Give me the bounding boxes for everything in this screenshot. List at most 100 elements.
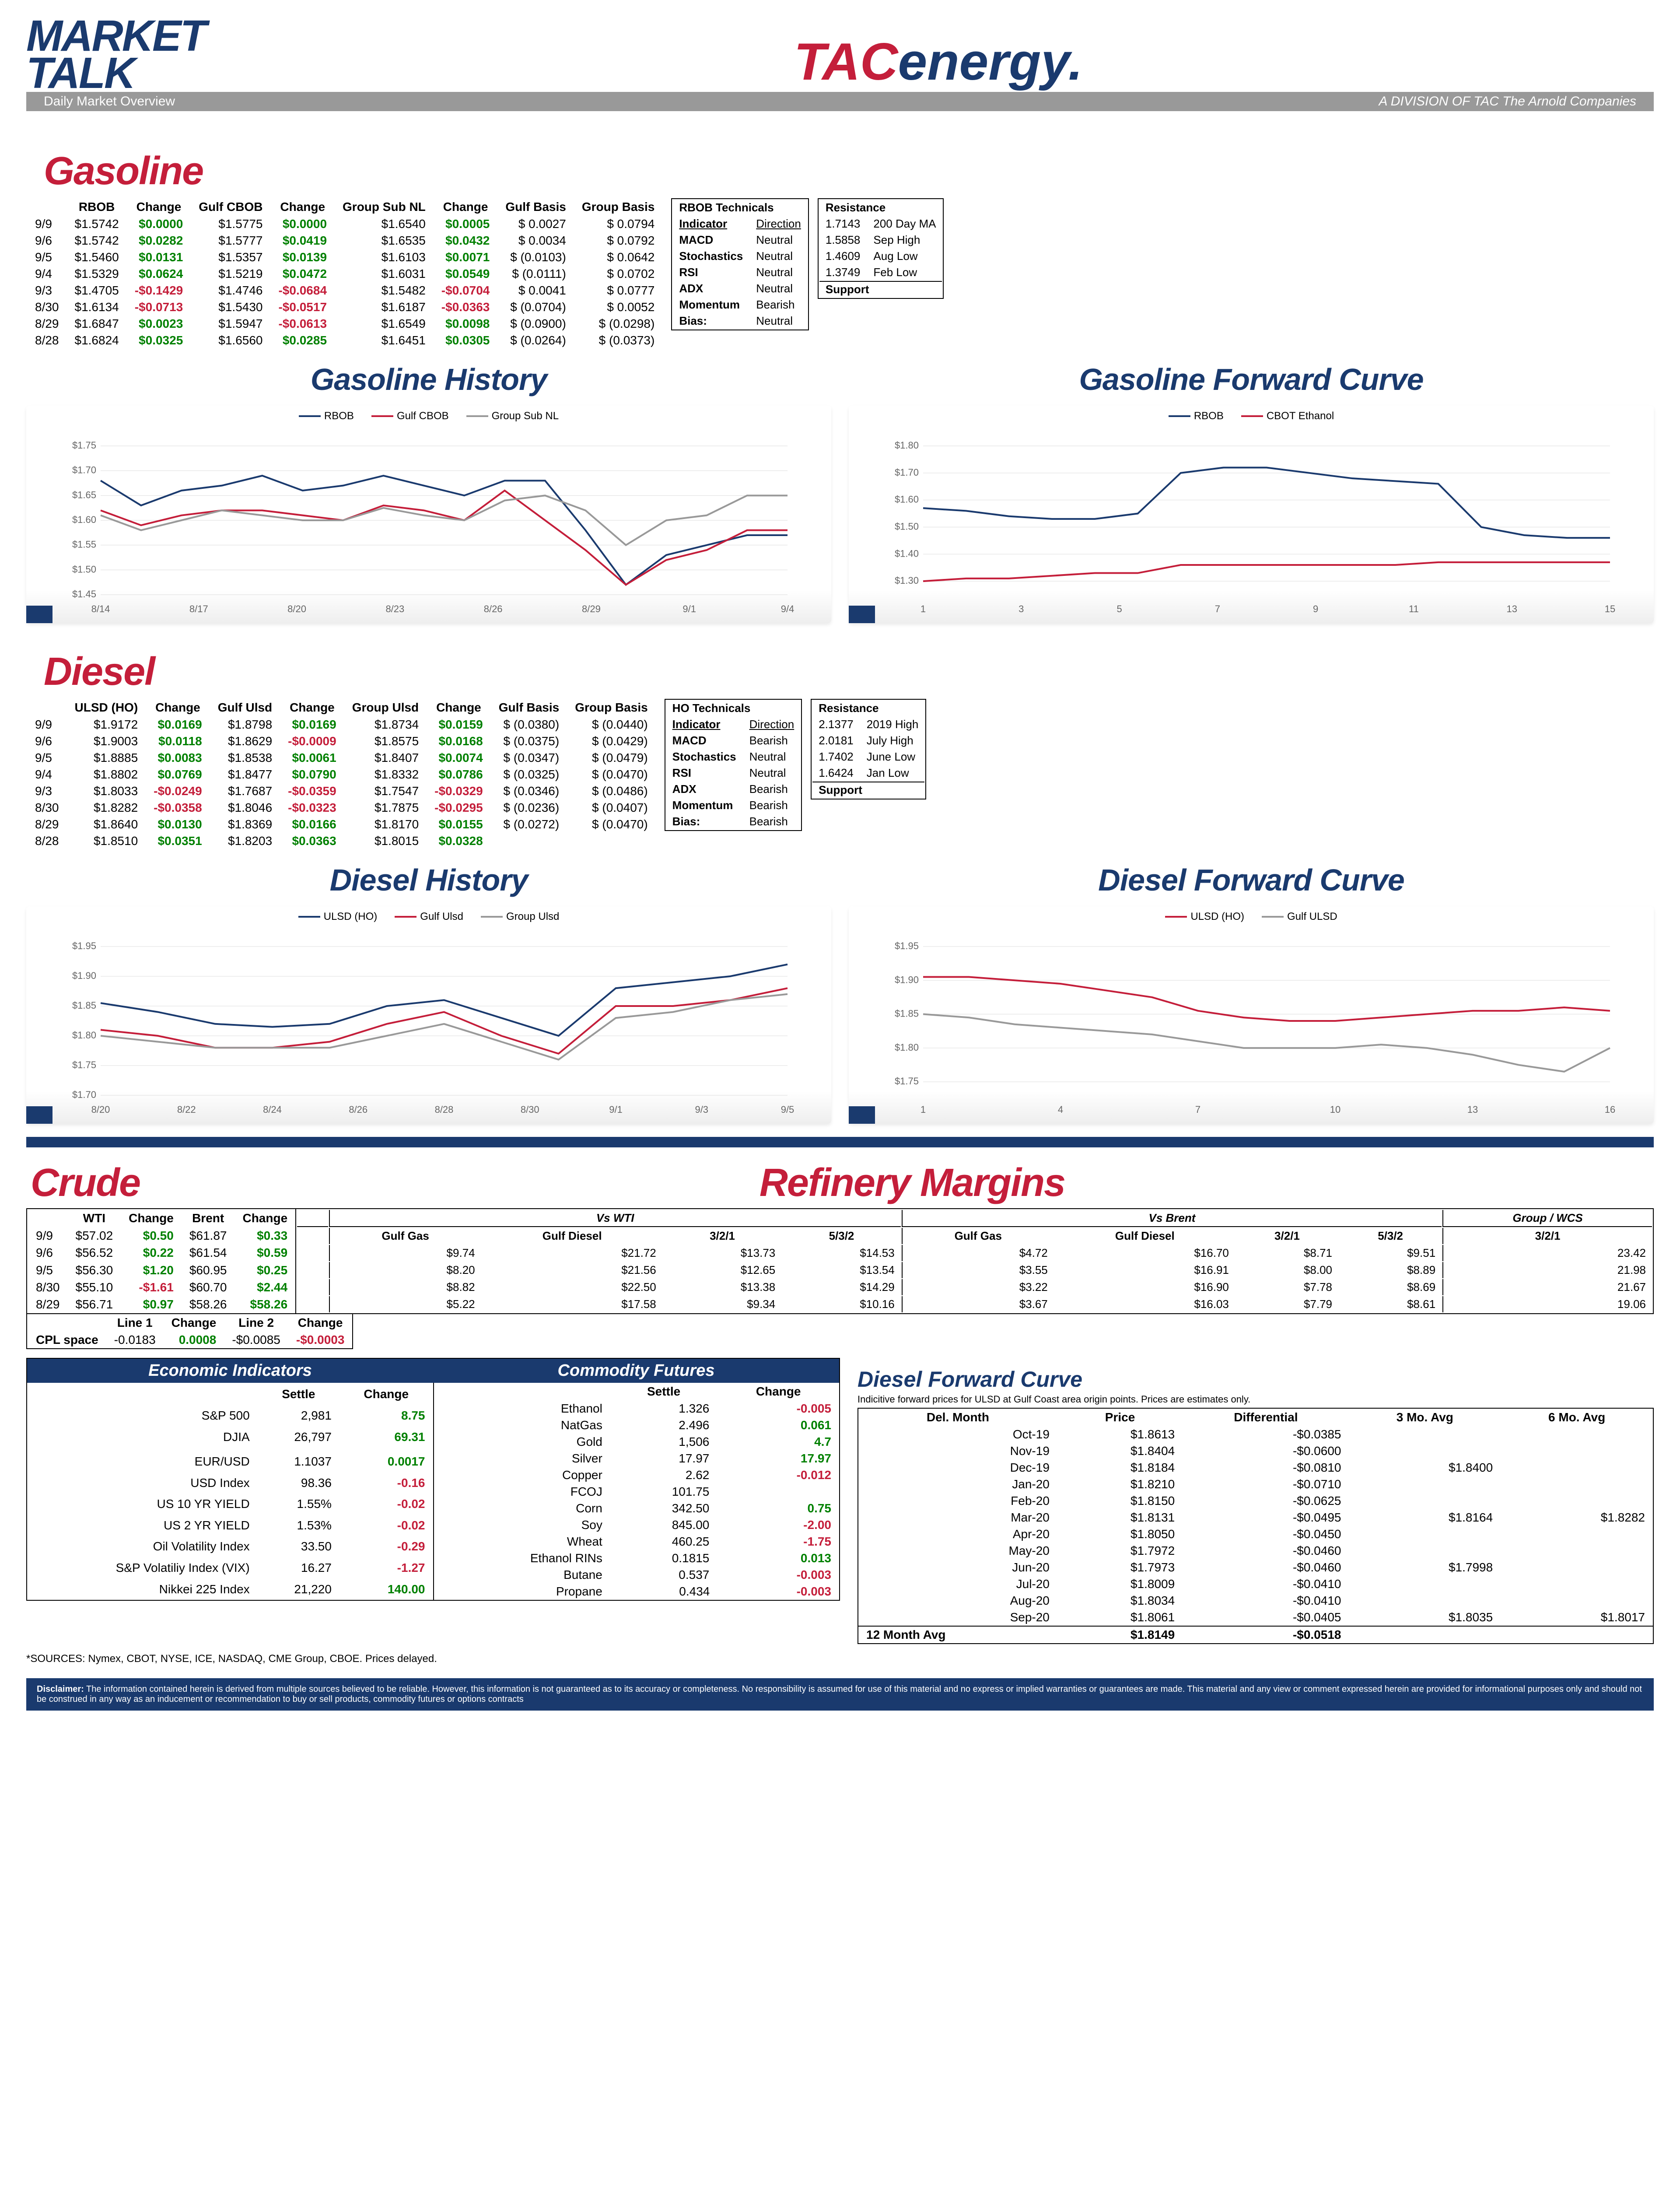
support-title: Support (812, 782, 924, 798)
table-row: S&P Volatiliy Index (VIX)16.27-1.27 (27, 1557, 433, 1579)
chart-svg: $1.80$1.70$1.60$1.50$1.40$1.301357911131… (853, 424, 1649, 617)
label: EUR/USD (27, 1451, 258, 1473)
cell: $1.5482 (335, 282, 434, 299)
cell: $0.0305 (434, 332, 498, 349)
col-header: Gulf Gas (329, 1228, 481, 1244)
col-header (434, 1383, 610, 1400)
res-row: 1.4609Aug Low (819, 249, 942, 264)
cell: -$0.1429 (127, 282, 191, 299)
chart-legend: ULSD (HO)Gulf ULSD (853, 911, 1649, 923)
col-header: Change (127, 198, 191, 216)
gasoline-table: RBOBChangeGulf CBOBChangeGroup Sub NLCha… (26, 198, 662, 349)
table-row: EUR/USD1.10370.0017 (27, 1451, 433, 1473)
table-row: Jan-20$1.8210-$0.0710 (858, 1476, 1653, 1493)
tech-indicator: RSI (673, 265, 749, 280)
change: -0.003 (718, 1583, 839, 1600)
cell: $ (0.0429) (567, 733, 655, 750)
svg-text:$1.70: $1.70 (72, 465, 96, 476)
change: -1.27 (340, 1557, 433, 1579)
change: 140.00 (340, 1578, 433, 1600)
tech-direction: Direction (743, 717, 801, 732)
change: -0.29 (340, 1536, 433, 1557)
col-header: Gulf Diesel (1055, 1228, 1235, 1244)
col-header (26, 699, 67, 716)
table-row: USD Index98.36-0.16 (27, 1472, 433, 1494)
cell: $0.0549 (434, 266, 498, 282)
settle: 342.50 (610, 1500, 718, 1517)
tech-row: MomentumBearish (673, 297, 807, 312)
cell: $21.72 (482, 1245, 662, 1261)
svg-text:$1.65: $1.65 (72, 489, 96, 500)
cell: $8.82 (329, 1279, 481, 1295)
chart-svg: $1.75$1.70$1.65$1.60$1.55$1.50$1.458/148… (31, 424, 827, 617)
cell: 23.42 (1442, 1245, 1652, 1261)
settle: 1.326 (610, 1400, 718, 1417)
res-row: 2.0181July High (812, 733, 924, 748)
dfc-table: Del. MonthPriceDifferential3 Mo. Avg6 Mo… (858, 1408, 1654, 1644)
cell (1501, 1459, 1653, 1476)
cell: $3.22 (902, 1279, 1054, 1295)
cell: $0.0472 (270, 266, 335, 282)
cell: $1.8203 (210, 833, 280, 849)
cell: $1.6847 (67, 316, 127, 332)
cell: $9.74 (329, 1245, 481, 1261)
gas-history-title: Gasoline History (26, 362, 831, 397)
cell: $60.70 (182, 1279, 235, 1296)
cell: $ 0.0642 (574, 249, 662, 266)
chart-svg: $1.95$1.90$1.85$1.80$1.75$1.708/208/228/… (31, 925, 827, 1117)
cell: 8/28 (26, 332, 67, 349)
svg-text:11: 11 (1409, 603, 1419, 614)
cell: $0.0159 (427, 716, 491, 733)
cell: $1.8131 (1057, 1509, 1183, 1526)
cell: 9/5 (27, 1262, 68, 1279)
cell: $1.6560 (191, 332, 270, 349)
cell: $ (0.0325) (491, 766, 567, 783)
change: 0.0017 (340, 1451, 433, 1473)
tech-indicator: Momentum (666, 798, 742, 813)
cell: $0.0363 (280, 833, 344, 849)
cell: $1.6451 (335, 332, 434, 349)
page: MARKET TALK TACenergy. Daily Market Over… (0, 0, 1680, 1728)
cell: $60.95 (182, 1262, 235, 1279)
table-row: Oct-19$1.8613-$0.0385 (858, 1426, 1653, 1443)
cell: $17.58 (482, 1296, 662, 1312)
table-row: Silver17.9717.97 (434, 1450, 840, 1467)
res-label: Aug Low (867, 249, 942, 264)
cell: $1.8640 (67, 816, 146, 833)
cell: $0.0155 (427, 816, 491, 833)
cell: -$0.0625 (1183, 1493, 1349, 1509)
cell: $1.8575 (344, 733, 427, 750)
table-row: 9/3$1.8033-$0.0249$1.7687-$0.0359$1.7547… (26, 783, 656, 799)
svg-text:8/22: 8/22 (177, 1104, 196, 1115)
cell: $ (0.0111) (497, 266, 574, 282)
tech-indicator: Stochastics (666, 749, 742, 764)
cell: Nov-19 (858, 1443, 1057, 1459)
cell: $3.55 (902, 1262, 1054, 1278)
cell: $61.54 (182, 1245, 235, 1262)
cell: $16.70 (1055, 1245, 1235, 1261)
col-header: Change (340, 1383, 433, 1405)
tech-title: RBOB Technicals (673, 200, 807, 215)
cell: $16.03 (1055, 1296, 1235, 1312)
table-row: Oil Volatility Index33.50-0.29 (27, 1536, 433, 1557)
col-header: Change (121, 1209, 182, 1227)
change: 69.31 (340, 1427, 433, 1448)
dfc-box: Diesel Forward Curve Indicitive forward … (858, 1358, 1654, 1644)
cell: $8.20 (329, 1262, 481, 1278)
col-header (297, 1228, 328, 1244)
cell: $1.8510 (67, 833, 146, 849)
cell: $0.59 (234, 1245, 296, 1262)
cell: $1.8015 (344, 833, 427, 849)
cell: -$0.0363 (434, 299, 498, 316)
cell: $ (0.0704) (497, 299, 574, 316)
cell: $0.0023 (127, 316, 191, 332)
res-val: 2.1377 (812, 717, 860, 732)
dfc-title: Diesel Forward Curve (858, 1367, 1654, 1392)
col-header: 5/3/2 (782, 1228, 901, 1244)
svg-text:4: 4 (1058, 1104, 1063, 1115)
cell: $1.8149 (1057, 1626, 1183, 1644)
table-row: 8/28$1.6824$0.0325$1.6560$0.0285$1.6451$… (26, 332, 662, 349)
label: DJIA (27, 1427, 258, 1448)
legend-item: Gulf CBOB (371, 410, 449, 422)
cell: $10.16 (782, 1296, 901, 1312)
